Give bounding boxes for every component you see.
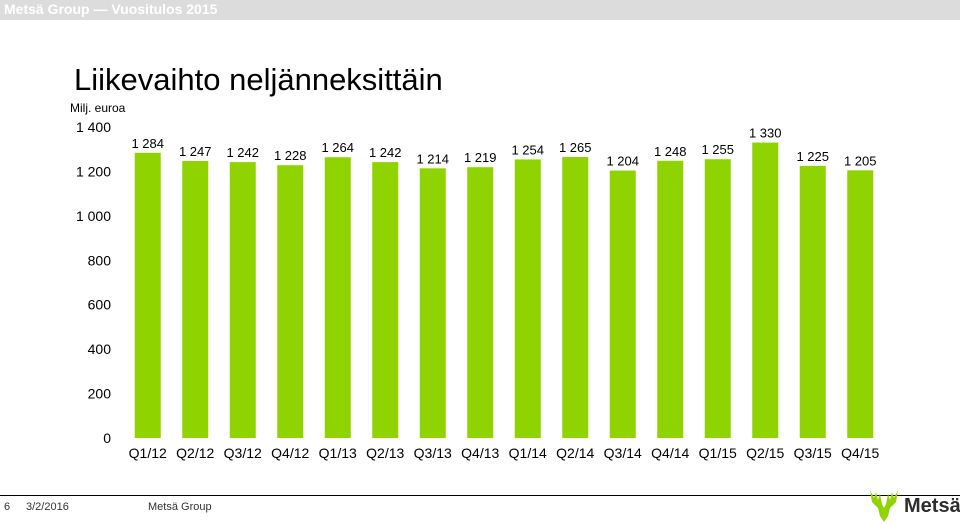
bar-Q3-12 — [229, 162, 256, 438]
data-label: 1 225 — [796, 149, 829, 164]
metsa-logo: Metsä — [866, 486, 960, 524]
bar-Q3-13 — [419, 168, 446, 438]
bar-Q2-12 — [182, 160, 209, 438]
slide-title: Liikevaihto neljänneksittäin — [74, 62, 443, 97]
x-tick-label: Q4/15 — [841, 445, 879, 461]
bar-Q4-14 — [657, 160, 684, 438]
data-label: 1 330 — [749, 126, 782, 141]
bar-Q2-15 — [752, 142, 779, 439]
y-tick-label: 200 — [88, 386, 112, 402]
data-label: 1 214 — [416, 151, 449, 166]
x-tick-label: Q2/13 — [366, 445, 404, 461]
data-label: 1 264 — [321, 140, 354, 155]
data-label: 1 247 — [179, 144, 212, 159]
bar-Q4-12 — [277, 165, 304, 439]
x-tick-label: Q2/15 — [746, 445, 784, 461]
x-tick-label: Q3/12 — [224, 445, 262, 461]
y-tick-label: 400 — [88, 341, 112, 357]
footer-page-number: 6 — [4, 501, 11, 513]
data-label: 1 242 — [226, 145, 259, 160]
bar-Q2-14 — [562, 156, 589, 438]
x-tick-label: Q2/14 — [556, 445, 594, 461]
data-label: 1 219 — [464, 150, 497, 165]
x-tick-label: Q1/12 — [129, 445, 167, 461]
bar-Q3-15 — [799, 165, 826, 438]
x-tick-label: Q3/15 — [794, 445, 832, 461]
y-tick-label: 1 200 — [76, 163, 111, 179]
x-tick-label: Q1/13 — [319, 445, 357, 461]
x-tick-label: Q3/13 — [414, 445, 452, 461]
header-title: Metsä Group — Vuositulos 2015 — [4, 1, 218, 17]
x-tick-label: Q2/12 — [176, 445, 214, 461]
bar-Q4-13 — [467, 167, 494, 438]
y-tick-label: 1 400 — [76, 119, 111, 135]
y-tick-label: 800 — [88, 252, 112, 268]
data-label: 1 284 — [131, 136, 164, 151]
y-tick-label: 0 — [103, 430, 111, 446]
x-tick-label: Q3/14 — [604, 445, 642, 461]
bar-Q1-15 — [704, 159, 731, 439]
y-tick-label: 1 000 — [76, 208, 111, 224]
bar-Q1-14 — [514, 159, 541, 438]
y-tick-label: 600 — [88, 297, 112, 313]
bar-Q2-13 — [372, 162, 399, 438]
data-label: 1 242 — [369, 145, 402, 160]
footer-date: 3/2/2016 — [26, 501, 69, 513]
x-tick-label: Q1/15 — [699, 445, 737, 461]
logo-text: Metsä — [904, 495, 960, 517]
bar-Q1-13 — [324, 157, 351, 438]
x-tick-label: Q4/12 — [271, 445, 309, 461]
bar-Q4-15 — [847, 170, 874, 438]
footer-divider — [0, 495, 960, 496]
moose-antlers-icon — [870, 490, 898, 522]
data-label: 1 228 — [274, 148, 307, 163]
bar-chart: 0 200 400 600 800 1 000 1 200 1 400 1 284 Q1/12 1 … — [76, 119, 880, 461]
bar-Q1-12 — [134, 152, 161, 439]
x-tick-label: Q4/14 — [651, 445, 689, 461]
x-tick-label: Q4/13 — [461, 445, 499, 461]
footer-company: Metsä Group — [148, 501, 212, 513]
x-tick-label: Q1/14 — [509, 445, 547, 461]
bar-Q3-14 — [609, 170, 636, 439]
header-bar: Metsä Group — Vuositulos 2015 — [0, 0, 960, 20]
data-label: 1 254 — [511, 142, 544, 157]
unit-label: Milj. euroa — [70, 101, 126, 115]
data-label: 1 205 — [844, 153, 877, 168]
data-label: 1 255 — [701, 142, 734, 157]
data-label: 1 204 — [606, 154, 639, 169]
data-label: 1 265 — [559, 140, 592, 155]
data-label: 1 248 — [654, 144, 687, 159]
